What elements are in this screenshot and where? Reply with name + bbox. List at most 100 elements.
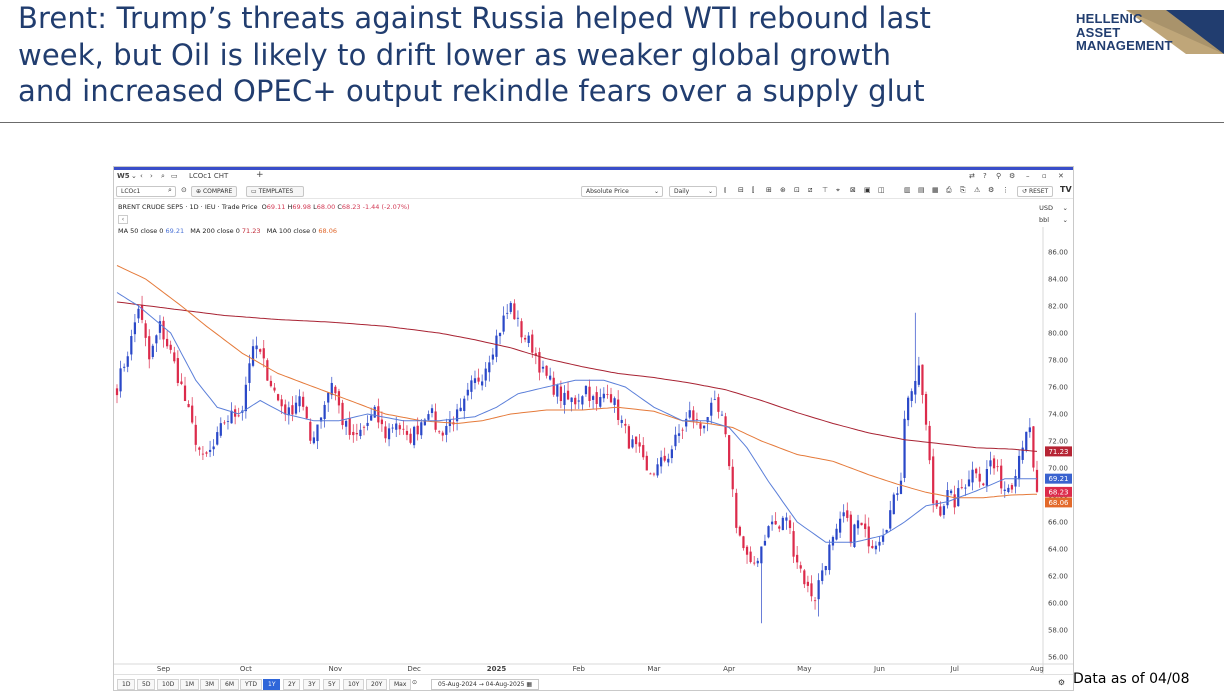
news-icon[interactable]: ◫: [878, 186, 885, 194]
range-button-6m[interactable]: 6M: [220, 679, 239, 690]
candle-body: [495, 335, 498, 357]
candle-body: [173, 352, 176, 362]
templates-button[interactable]: ▭ TEMPLATES: [246, 186, 304, 197]
workspace-dropdown-icon[interactable]: ⌄: [131, 172, 137, 180]
close-value: 68.23: [341, 203, 361, 211]
print-icon[interactable]: ⎙: [946, 186, 952, 194]
range-button-5y[interactable]: 5Y: [323, 679, 341, 690]
tab-chart[interactable]: LCOc1 CHT: [189, 172, 229, 180]
reset-button[interactable]: ↺ RESET: [1017, 186, 1054, 197]
range-button-3m[interactable]: 3M: [200, 679, 219, 690]
currency-dropdown-icon[interactable]: ⌄: [1062, 204, 1068, 212]
range-button-20y[interactable]: 20Y: [366, 679, 388, 690]
unit-label[interactable]: bbl: [1038, 216, 1049, 224]
interval-select[interactable]: Daily ⌄: [669, 186, 717, 197]
ma50-label: MA 50 close 0: [118, 227, 164, 235]
draw-icon[interactable]: ⧄: [808, 186, 813, 194]
y-tick-label: 66.00: [1048, 519, 1068, 527]
chart-window: W5 ⌄ ‹ › ⌕ ▭ LCOc1 CHT + ⇄ ? ⚲ ⚙ – ▫ ✕ L…: [113, 166, 1074, 691]
candle-body: [728, 435, 731, 467]
zoom-icon[interactable]: ⊠: [850, 186, 856, 194]
date-range-field[interactable]: 05-Aug-2024 → 04-Aug-2025 ▦: [431, 679, 540, 690]
interval-label: 1D: [189, 203, 199, 211]
restore-icon[interactable]: ▫: [1042, 172, 1047, 180]
symbol-input[interactable]: LCOc1: [116, 186, 176, 197]
candle-body: [796, 554, 799, 563]
candle-body: [770, 521, 774, 525]
ma100-value: 68.06: [318, 227, 337, 235]
range-button-1m[interactable]: 1M: [180, 679, 199, 690]
candle-body: [166, 338, 169, 347]
unit-dropdown-icon[interactable]: ⌄: [1062, 216, 1068, 224]
candle-body: [119, 368, 122, 392]
table-icon[interactable]: ▤: [918, 186, 925, 194]
price-type-select[interactable]: Absolute Price ⌄: [581, 186, 663, 197]
symbol-search-icon[interactable]: ⌕: [168, 186, 172, 194]
candle-body: [327, 392, 330, 403]
currency-icon[interactable]: ⊛: [780, 186, 786, 194]
layout-icon[interactable]: ▥: [904, 186, 911, 194]
y-tick-label: 60.00: [1048, 600, 1068, 608]
last-price-label: 71.23: [1048, 448, 1068, 456]
title-divider: [0, 122, 1224, 123]
range-button-3y[interactable]: 3Y: [303, 679, 321, 690]
range-button-10d[interactable]: 10D: [157, 679, 180, 690]
back-icon[interactable]: ‹: [140, 172, 143, 180]
price-chart[interactable]: 56.00 58.00 60.00 62.00 64.00 66.00 68.00 70.00…: [114, 167, 1073, 674]
image-icon[interactable]: ▣: [864, 186, 871, 194]
add-tab-button[interactable]: +: [256, 170, 264, 180]
symbol-options-icon[interactable]: ⊙: [181, 186, 187, 194]
candle-body: [753, 562, 756, 564]
candle-body: [620, 419, 623, 423]
range-button-2y[interactable]: 2Y: [283, 679, 301, 690]
help-icon[interactable]: ?: [983, 172, 987, 180]
link-icon[interactable]: ⚲: [996, 172, 1002, 180]
candle-body: [148, 336, 151, 360]
search-icon[interactable]: ⌕: [161, 172, 165, 180]
chart-settings-icon[interactable]: ⚙: [988, 186, 995, 194]
candle-body: [1032, 426, 1035, 468]
candle-body: [860, 522, 863, 526]
ma200-value: 71.23: [241, 227, 261, 235]
candle-body: [151, 345, 154, 357]
range-button-1y[interactable]: 1Y: [263, 679, 281, 690]
compare-chart-icon[interactable]: ⊞: [766, 186, 772, 194]
alert-icon[interactable]: ⚠: [974, 186, 981, 194]
candle-body: [634, 436, 638, 445]
share-icon[interactable]: ⇄: [969, 172, 975, 180]
measure-icon[interactable]: ⊡: [794, 186, 800, 194]
compare-button[interactable]: ⊕ COMPARE: [191, 186, 238, 197]
settings-icon[interactable]: ⚙: [1009, 172, 1016, 180]
candle-body: [763, 540, 767, 546]
bar-style-icon[interactable]: ⫿: [752, 186, 755, 194]
grid-icon[interactable]: ▦: [932, 186, 939, 194]
more-icon[interactable]: ⋮: [1002, 186, 1009, 194]
workspace-label[interactable]: W5: [117, 172, 130, 180]
tab-list-icon[interactable]: ▭: [171, 172, 178, 180]
candle-body: [488, 362, 491, 373]
settings-icon[interactable]: ⊙: [412, 679, 418, 686]
range-button-max[interactable]: Max: [389, 679, 412, 690]
collapse-legend-button[interactable]: ‹: [118, 215, 128, 224]
candle-body: [878, 541, 881, 546]
range-button-5d[interactable]: 5D: [137, 679, 156, 690]
candle-body: [438, 431, 441, 433]
candle-body: [681, 429, 684, 431]
currency-label[interactable]: USD: [1039, 204, 1053, 212]
candle-body: [373, 406, 376, 418]
candle-body: [198, 447, 201, 450]
candle-body: [387, 428, 391, 440]
range-button-1d[interactable]: 1D: [117, 679, 136, 690]
crosshair-icon[interactable]: ⌖: [836, 186, 840, 194]
range-button-ytd[interactable]: YTD: [240, 679, 262, 690]
close-icon[interactable]: ✕: [1058, 172, 1064, 180]
annotate-icon[interactable]: ⊤: [822, 186, 829, 194]
candle-style-icon[interactable]: ⫾: [724, 186, 727, 194]
line-style-icon[interactable]: ⊟: [738, 186, 744, 194]
range-button-10y[interactable]: 10Y: [343, 679, 365, 690]
minimize-icon[interactable]: –: [1026, 172, 1030, 180]
export-icon[interactable]: ⎘: [960, 186, 966, 194]
ma200-label: MA 200 close 0: [190, 227, 240, 235]
chart-options-icon[interactable]: ⚙: [1057, 678, 1065, 687]
forward-icon[interactable]: ›: [150, 172, 153, 180]
